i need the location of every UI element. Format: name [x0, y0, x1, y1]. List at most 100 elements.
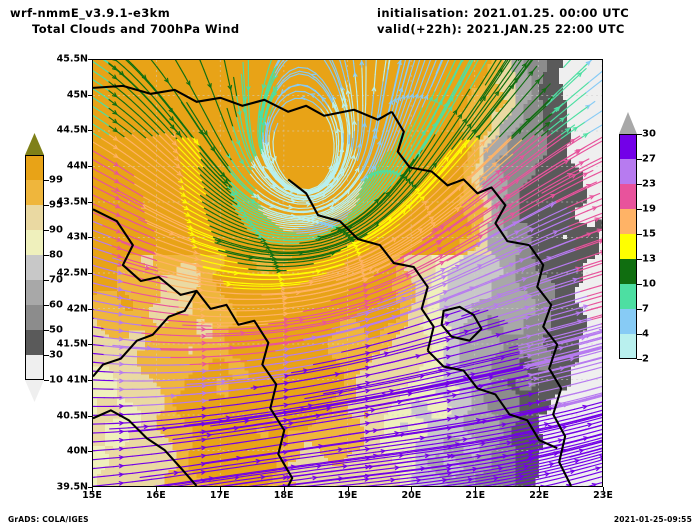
colorbar-segment [25, 155, 44, 180]
lat-tick-mark [88, 308, 92, 310]
colorbar-segment [619, 309, 637, 334]
initialisation-time: initialisation: 2021.01.25. 00:00 UTC [377, 6, 629, 20]
colorbar-tick-mark [44, 255, 49, 256]
lon-tick-label: 15E [82, 490, 102, 501]
colorbar-tick-mark [637, 309, 642, 310]
colorbar-tick-mark [637, 334, 642, 335]
colorbar-tick-mark [44, 305, 49, 306]
lat-tick-mark [88, 166, 92, 167]
colorbar-tick-mark [44, 380, 49, 381]
colorbar-tick-mark [44, 355, 49, 356]
colorbar-segment [25, 230, 44, 255]
field-title: Total Clouds and 700hPa Wind [32, 22, 239, 36]
colorbar-tick-mark [44, 280, 49, 281]
lat-tick-mark [88, 59, 92, 60]
colorbar-segment [25, 305, 44, 330]
colorbar-tick-mark [44, 180, 49, 181]
lon-tick-label: 21E [465, 490, 485, 501]
colorbar-segment [25, 180, 44, 205]
wind-streamlines [93, 60, 602, 486]
colorbar-tick-label: 15 [642, 229, 656, 240]
lon-tick-label: 19E [338, 490, 358, 501]
model-title: wrf-nmmE_v3.9.1-e3km [10, 6, 170, 20]
lon-tick-label: 23E [593, 490, 613, 501]
colorbar-segment [619, 259, 637, 284]
colorbar-segment [25, 280, 44, 305]
lat-tick-label: 40.5N [42, 410, 88, 421]
colorbar-segment [619, 234, 637, 259]
colorbar-tick-label: 4 [642, 329, 649, 340]
colorbar-tick-label: 80 [49, 250, 63, 261]
lon-tick-mark [347, 487, 349, 491]
lat-tick-label: 45N [42, 89, 88, 100]
colorbar-top-cap [619, 112, 637, 134]
colorbar-tick-label: 30 [49, 350, 63, 361]
colorbar-tick-label: 99 [49, 175, 63, 186]
lon-tick-label: 18E [274, 490, 294, 501]
lat-tick-label: 42N [42, 303, 88, 314]
lon-tick-mark [283, 487, 285, 491]
grads-credit: GrADS: COLA/IGES [8, 515, 89, 524]
lat-tick-label: 41.5N [42, 339, 88, 350]
lat-tick-mark [88, 94, 92, 96]
lat-tick-mark [88, 380, 92, 381]
colorbar-tick-mark [44, 330, 49, 331]
weather-map-canvas [93, 60, 602, 486]
lat-tick-mark [88, 201, 92, 203]
colorbar-tick-mark [637, 134, 642, 135]
lat-tick-mark [88, 237, 92, 239]
colorbar-tick-label: 10 [49, 375, 63, 386]
colorbar-tick-mark [637, 259, 642, 260]
colorbar-tick-label: 70 [49, 275, 63, 286]
colorbar-tick-label: 30 [642, 129, 656, 140]
colorbar-tick-label: 13 [642, 254, 656, 265]
colorbar-segment [25, 330, 44, 355]
colorbar-tick-label: 10 [642, 279, 656, 290]
colorbar-tick-mark [637, 359, 642, 360]
colorbar-tick-mark [637, 159, 642, 160]
lat-tick-label: 45.5N [42, 54, 88, 65]
colorbar-tick-label: 95 [49, 200, 63, 211]
render-timestamp: 2021-01-25-09:55 [614, 515, 692, 524]
colorbar-segment [619, 134, 637, 159]
cloud-cover-colorbar: 10 30 50 60 70 80 90 95 99 [25, 133, 63, 402]
colorbar-tick-label: 60 [49, 300, 63, 311]
colorbar-tick-mark [637, 209, 642, 210]
colorbar-outline [25, 155, 44, 380]
lat-tick-label: 43N [42, 232, 88, 243]
colorbar-segment [619, 184, 637, 209]
colorbar-outline [619, 134, 637, 359]
colorbar-segment [619, 284, 637, 309]
lon-tick-mark [475, 487, 477, 491]
lon-tick-mark [155, 487, 157, 491]
colorbar-segment [25, 255, 44, 280]
map-plot-area[interactable] [92, 59, 603, 487]
lat-tick-label: 42.5N [42, 268, 88, 279]
colorbar-segment [25, 355, 44, 380]
lat-tick-mark [88, 130, 92, 132]
lat-tick-mark [88, 273, 92, 274]
lat-tick-mark [88, 487, 92, 488]
lon-tick-mark [219, 487, 221, 491]
colorbar-segment [619, 159, 637, 184]
colorbar-top-cap [25, 133, 44, 155]
colorbar-bottom-cap [619, 359, 637, 381]
lat-tick-label: 43.5N [42, 196, 88, 207]
country-borders [93, 84, 573, 486]
colorbar-bottom-cap [25, 380, 44, 402]
colorbar-segment [25, 205, 44, 230]
lon-tick-label: 20E [402, 490, 422, 501]
lon-tick-label: 17E [210, 490, 230, 501]
lat-tick-label: 40N [42, 446, 88, 457]
lon-tick-mark [539, 487, 541, 491]
lat-tick-label: 44N [42, 161, 88, 172]
colorbar-tick-label: 23 [642, 179, 656, 190]
valid-time: valid(+22h): 2021.JAN.25 22:00 UTC [377, 22, 625, 36]
lon-tick-mark [411, 487, 413, 491]
lon-tick-mark [92, 487, 93, 491]
colorbar-tick-label: 19 [642, 204, 656, 215]
lon-tick-mark [603, 487, 604, 491]
lat-tick-label: 44.5N [42, 125, 88, 136]
lat-tick-mark [88, 415, 92, 417]
lon-tick-label: 22E [529, 490, 549, 501]
